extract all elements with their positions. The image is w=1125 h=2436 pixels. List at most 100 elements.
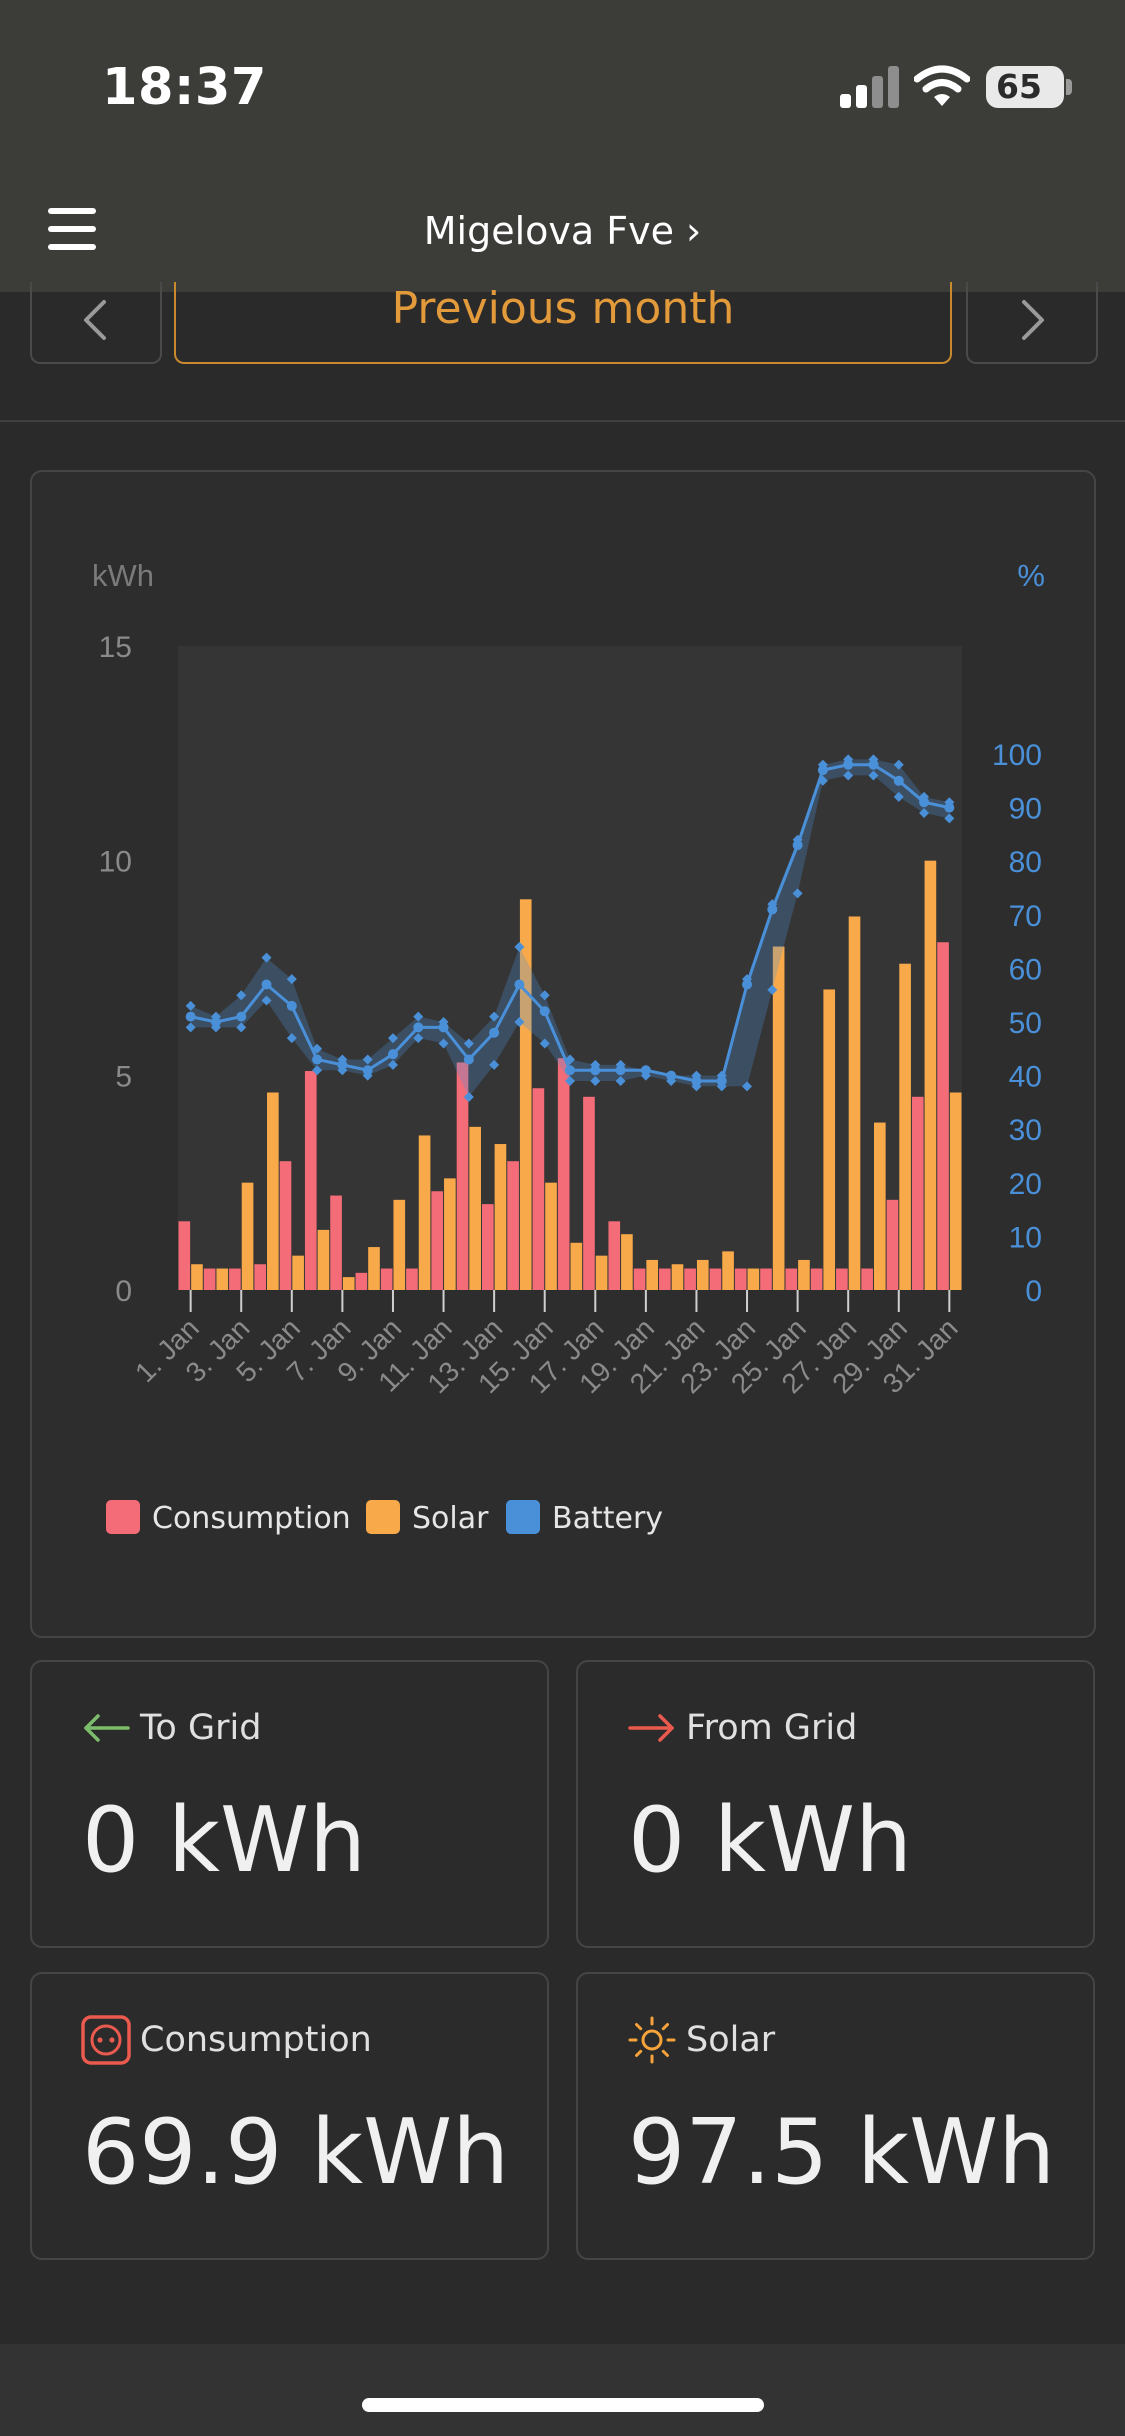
solar-bar[interactable] xyxy=(671,1264,684,1290)
solar-bar[interactable] xyxy=(469,1126,481,1290)
battery-point[interactable] xyxy=(893,775,904,786)
consumption-bar[interactable] xyxy=(229,1268,241,1290)
consumption-bar[interactable] xyxy=(734,1268,747,1290)
battery-point[interactable] xyxy=(539,1006,550,1017)
battery-point[interactable] xyxy=(640,1065,651,1076)
battery-point[interactable] xyxy=(843,759,854,770)
solar-bar[interactable] xyxy=(949,1092,962,1290)
solar-bar[interactable] xyxy=(191,1264,203,1290)
consumption-bar[interactable] xyxy=(456,1062,469,1290)
consumption-bar[interactable] xyxy=(304,1071,317,1290)
solar-bar[interactable] xyxy=(368,1247,380,1290)
solar-bar[interactable] xyxy=(570,1242,583,1290)
consumption-bar[interactable] xyxy=(684,1268,696,1290)
solar-bar[interactable] xyxy=(444,1178,456,1290)
consumption-bar[interactable] xyxy=(279,1161,292,1290)
consumption-bar[interactable] xyxy=(406,1268,418,1290)
battery-point[interactable] xyxy=(489,1027,500,1038)
solar-bar[interactable] xyxy=(519,899,532,1290)
battery-point[interactable] xyxy=(185,1011,196,1022)
battery-point[interactable] xyxy=(792,840,803,851)
battery-point[interactable] xyxy=(337,1059,348,1070)
hamburger-menu-icon[interactable] xyxy=(40,200,106,260)
solar-bar[interactable] xyxy=(545,1182,557,1290)
consumption-bar[interactable] xyxy=(203,1268,216,1290)
consumption-bar[interactable] xyxy=(709,1268,722,1290)
consumption-bar[interactable] xyxy=(431,1191,444,1290)
solar-bar[interactable] xyxy=(393,1199,406,1290)
home-indicator[interactable] xyxy=(362,2398,764,2412)
battery-point[interactable] xyxy=(742,979,753,990)
consumption-bar[interactable] xyxy=(178,1221,191,1290)
from-grid-tile[interactable]: From Grid 0 kWh xyxy=(576,1660,1095,1948)
solar-bar[interactable] xyxy=(267,1092,279,1290)
battery-point[interactable] xyxy=(362,1065,373,1076)
battery-point[interactable] xyxy=(565,1065,575,1076)
battery-point[interactable] xyxy=(817,765,828,776)
solar-bar[interactable] xyxy=(317,1229,330,1290)
solar-bar[interactable] xyxy=(823,989,836,1290)
solar-bar[interactable] xyxy=(646,1259,659,1290)
site-title-button[interactable]: Migelova Fve › xyxy=(423,209,702,253)
period-label-button[interactable]: Previous month xyxy=(174,282,952,364)
solar-bar[interactable] xyxy=(747,1268,760,1290)
solar-bar[interactable] xyxy=(621,1234,633,1290)
battery-point[interactable] xyxy=(236,1011,247,1022)
battery-point[interactable] xyxy=(463,1054,474,1065)
battery-point[interactable] xyxy=(210,1017,221,1027)
solar-bar[interactable] xyxy=(494,1144,507,1290)
solar-bar[interactable] xyxy=(241,1182,254,1290)
solar-bar[interactable] xyxy=(696,1259,709,1290)
solar-bar[interactable] xyxy=(722,1251,734,1290)
solar-bar[interactable] xyxy=(595,1255,608,1290)
consumption-bar[interactable] xyxy=(785,1268,798,1290)
battery-point[interactable] xyxy=(919,797,930,808)
legend-consumption-label[interactable]: Consumption xyxy=(152,1501,351,1536)
battery-point[interactable] xyxy=(387,1049,398,1060)
consumption-bar[interactable] xyxy=(380,1268,393,1290)
legend-solar-label[interactable]: Solar xyxy=(412,1501,489,1536)
consumption-tile[interactable]: Consumption 69.9 kWh xyxy=(30,1972,549,2260)
consumption-bar[interactable] xyxy=(937,942,949,1290)
consumption-bar[interactable] xyxy=(481,1204,494,1290)
battery-point[interactable] xyxy=(312,1054,323,1065)
battery-point[interactable] xyxy=(716,1075,727,1086)
consumption-bar[interactable] xyxy=(861,1268,873,1290)
consumption-bar[interactable] xyxy=(633,1268,646,1290)
solar-bar[interactable] xyxy=(924,860,937,1290)
solar-bar[interactable] xyxy=(848,916,861,1290)
battery-point[interactable] xyxy=(590,1065,601,1076)
consumption-bar[interactable] xyxy=(659,1268,671,1290)
consumption-bar[interactable] xyxy=(810,1268,823,1290)
solar-bar[interactable] xyxy=(216,1268,229,1290)
solar-tile[interactable]: Solar 97.5 kWh xyxy=(576,1972,1095,2260)
battery-point[interactable] xyxy=(615,1065,626,1076)
solar-bar[interactable] xyxy=(772,946,785,1290)
consumption-bar[interactable] xyxy=(836,1268,848,1290)
battery-point[interactable] xyxy=(767,904,778,915)
solar-bar[interactable] xyxy=(342,1277,355,1290)
consumption-bar[interactable] xyxy=(507,1161,519,1290)
consumption-bar[interactable] xyxy=(557,1058,570,1290)
previous-period-button[interactable] xyxy=(30,282,162,364)
battery-point[interactable] xyxy=(514,979,525,990)
consumption-bar[interactable] xyxy=(886,1199,899,1290)
consumption-bar[interactable] xyxy=(355,1272,368,1290)
battery-point[interactable] xyxy=(944,802,955,813)
battery-point[interactable] xyxy=(438,1022,449,1033)
battery-point[interactable] xyxy=(413,1022,424,1033)
consumption-bar[interactable] xyxy=(532,1088,545,1290)
battery-point[interactable] xyxy=(691,1075,702,1086)
next-period-button[interactable] xyxy=(966,282,1098,364)
solar-bar[interactable] xyxy=(873,1122,886,1290)
solar-bar[interactable] xyxy=(899,963,911,1290)
battery-point[interactable] xyxy=(261,979,272,990)
battery-point[interactable] xyxy=(868,759,879,770)
solar-bar[interactable] xyxy=(292,1255,304,1290)
consumption-bar[interactable] xyxy=(330,1195,342,1290)
legend-battery-label[interactable]: Battery xyxy=(552,1501,663,1536)
consumption-bar[interactable] xyxy=(911,1096,924,1290)
battery-point[interactable] xyxy=(286,1000,297,1011)
consumption-bar[interactable] xyxy=(760,1268,772,1290)
solar-bar[interactable] xyxy=(798,1259,810,1290)
